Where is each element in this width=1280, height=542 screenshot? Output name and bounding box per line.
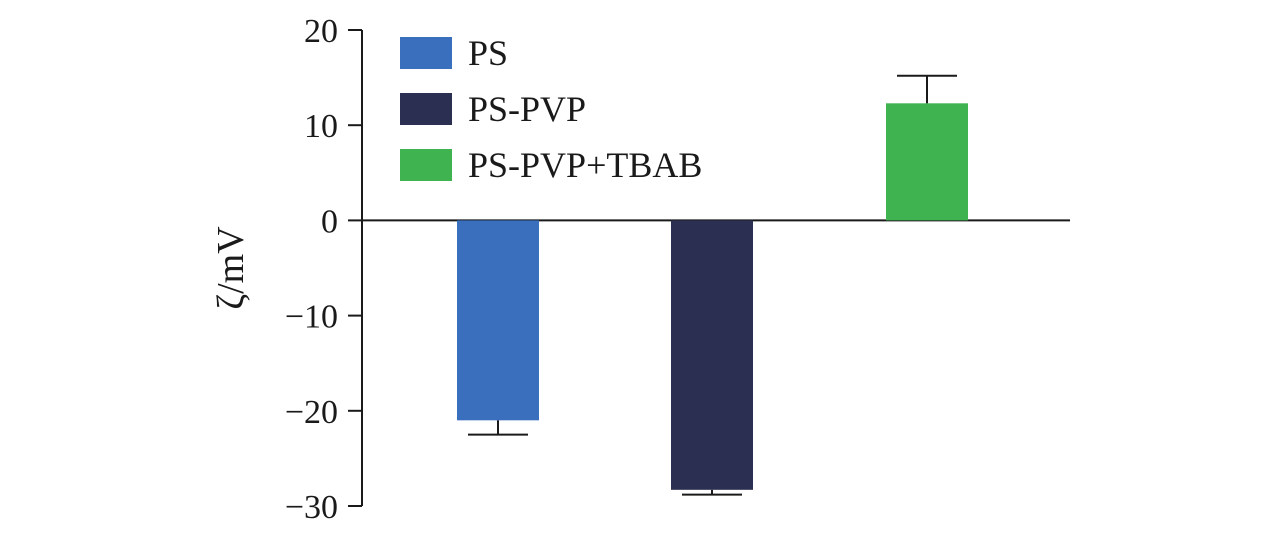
y-axis-label: ζ/mV bbox=[210, 226, 252, 310]
y-tick-label: −30 bbox=[285, 489, 338, 526]
bar-ps-pvp-tbab bbox=[886, 103, 968, 221]
y-tick-label: 0 bbox=[321, 203, 338, 240]
y-tick-label: −20 bbox=[285, 394, 338, 431]
legend-swatch bbox=[400, 37, 452, 69]
legend-label: PS bbox=[468, 33, 508, 73]
legend-swatch bbox=[400, 149, 452, 181]
y-tick-label: −10 bbox=[285, 299, 338, 336]
legend: PS PS-PVP PS-PVP+TBAB bbox=[400, 33, 702, 185]
bar-ps bbox=[457, 220, 539, 421]
bars bbox=[457, 74, 968, 496]
bar-ps-pvp bbox=[671, 220, 753, 490]
y-tick-label: 10 bbox=[304, 108, 338, 145]
legend-swatch bbox=[400, 93, 452, 125]
legend-label: PS-PVP bbox=[468, 89, 586, 129]
y-tick-label: 20 bbox=[304, 13, 338, 50]
legend-label: PS-PVP+TBAB bbox=[468, 145, 702, 185]
axes: 20 10 0 −10 −20 −30 ζ/mV bbox=[210, 13, 1070, 526]
y-ticks: 20 10 0 −10 −20 −30 bbox=[285, 13, 362, 526]
